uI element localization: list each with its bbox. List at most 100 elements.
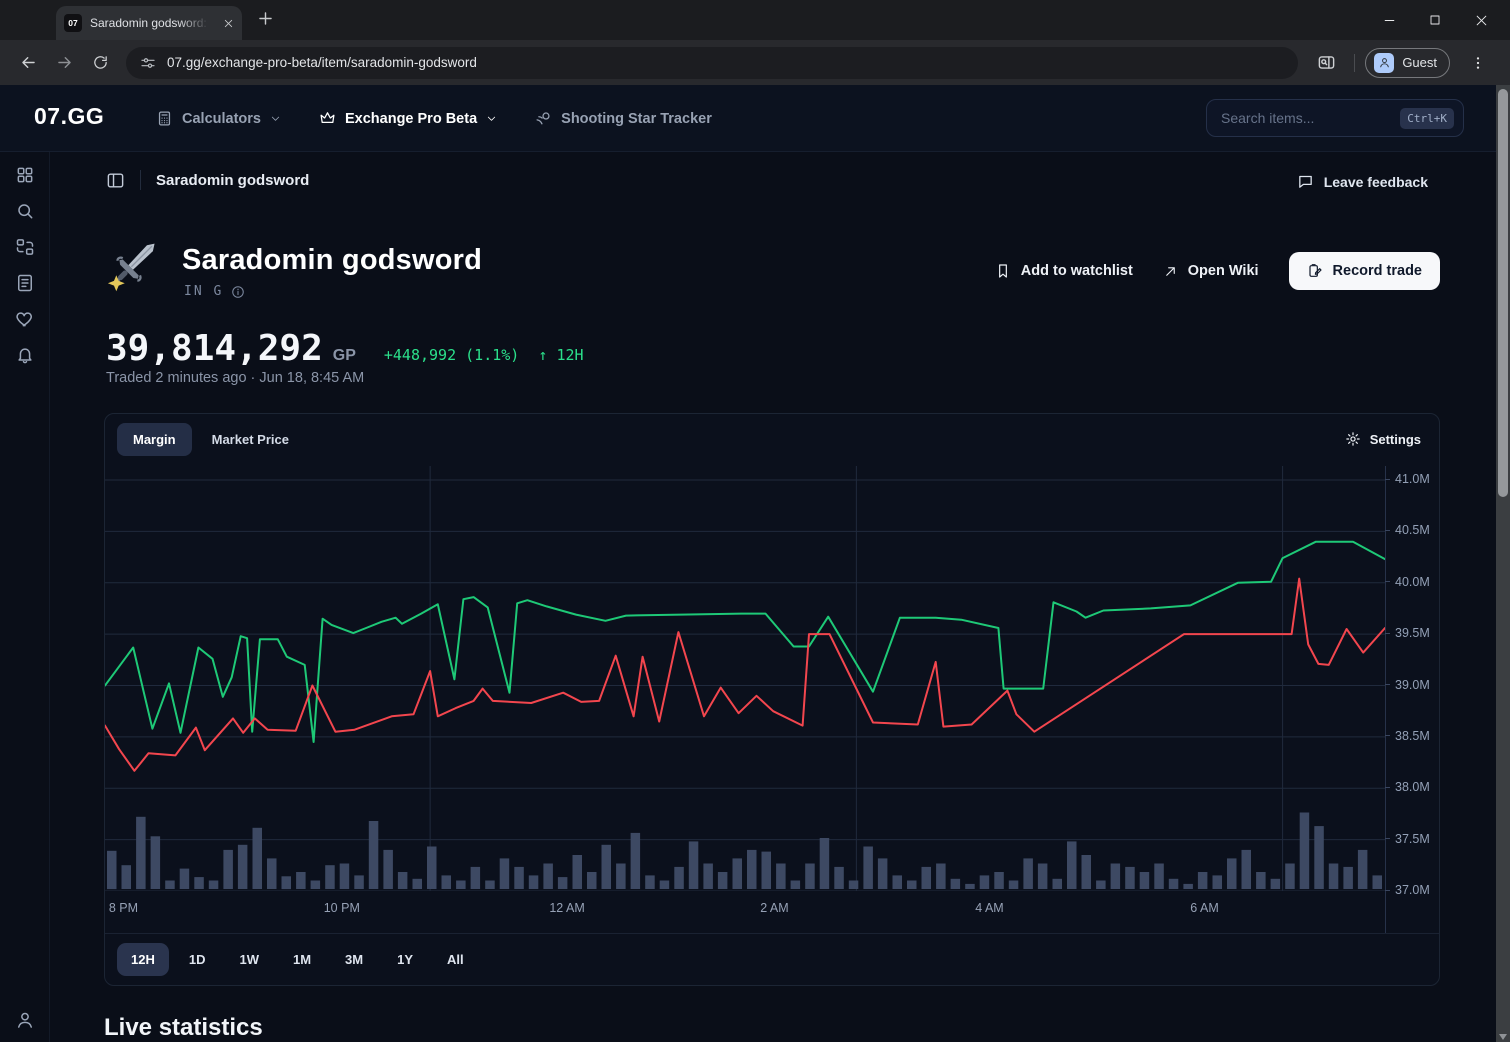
sidebar-item-watchlist[interactable] — [15, 309, 35, 329]
nav-label: Calculators — [182, 111, 261, 127]
price-change-arrow-icon: ↑ — [538, 346, 547, 364]
volume-bar — [922, 867, 932, 889]
sidebar-item-news[interactable] — [15, 273, 35, 293]
volume-bar — [427, 847, 437, 890]
tab-close-icon[interactable] — [223, 18, 234, 29]
volume-bar — [1125, 867, 1135, 889]
sidebar-item-dashboard[interactable] — [15, 165, 35, 185]
range-button-3m[interactable]: 3M — [331, 943, 377, 976]
info-icon[interactable] — [231, 285, 245, 299]
sidebar-item-compare[interactable] — [15, 237, 35, 257]
search-shortcut-badge: Ctrl+K — [1400, 108, 1454, 129]
range-button-12h[interactable]: 12H — [117, 943, 169, 976]
sidebar-item-search[interactable] — [15, 201, 35, 221]
back-button[interactable] — [13, 48, 43, 78]
nav-item-calculators[interactable]: Calculators — [156, 110, 281, 127]
range-button-1w[interactable]: 1W — [225, 943, 273, 976]
volume-bar — [1140, 872, 1150, 889]
profile-button[interactable]: Guest — [1365, 48, 1450, 78]
browser-menu-icon[interactable] — [1463, 48, 1493, 78]
y-axis-label: 40.0M — [1385, 575, 1430, 589]
browser-toolbar: 07.gg/exchange-pro-beta/item/saradomin-g… — [0, 40, 1510, 85]
volume-bar — [1213, 875, 1223, 889]
volume-bar — [1329, 864, 1339, 890]
range-button-1y[interactable]: 1Y — [383, 943, 427, 976]
volume-bar — [718, 872, 728, 889]
x-axis-label: 8 PM — [109, 901, 138, 915]
range-button-all[interactable]: All — [433, 943, 478, 976]
open-wiki-label: Open Wiki — [1188, 263, 1259, 279]
volume-bar — [194, 877, 204, 889]
y-axis-label: 38.0M — [1385, 780, 1430, 794]
range-button-1m[interactable]: 1M — [279, 943, 325, 976]
volume-bar — [980, 875, 990, 889]
new-tab-button[interactable] — [256, 9, 275, 28]
gear-icon — [1345, 431, 1361, 447]
volume-bar — [936, 864, 946, 890]
sidebar-item-profile[interactable] — [15, 1010, 35, 1030]
user-icon — [15, 1010, 35, 1030]
scrollbar-down-arrow[interactable] — [1499, 1034, 1507, 1040]
site-info-icon[interactable] — [140, 55, 156, 71]
chat-bubble-icon — [1297, 173, 1314, 190]
window-minimize-button[interactable] — [1366, 0, 1412, 40]
breadcrumb-item-name[interactable]: Saradomin godsword — [156, 172, 309, 189]
volume-bar — [398, 872, 408, 889]
live-statistics-heading: Live statistics — [104, 1014, 263, 1042]
nav-item-exchange-pro-beta[interactable]: Exchange Pro Beta — [319, 110, 497, 127]
add-to-watchlist-button[interactable]: Add to watchlist — [995, 263, 1133, 279]
volume-bar — [602, 845, 612, 889]
volume-bar — [1358, 850, 1368, 889]
search-input[interactable]: Search items... Ctrl+K — [1206, 99, 1464, 137]
site-logo[interactable]: 07.GG — [34, 103, 104, 130]
volume-bar — [325, 865, 335, 889]
record-trade-label: Record trade — [1333, 263, 1422, 279]
tab-favicon: 07 — [64, 14, 82, 32]
crown-icon — [319, 110, 336, 127]
reload-button[interactable] — [85, 48, 115, 78]
settings-button[interactable]: Settings — [1345, 431, 1421, 447]
volume-bar — [907, 881, 917, 890]
volume-bar — [500, 858, 510, 889]
tab-margin[interactable]: Margin — [117, 423, 192, 456]
time-range-bar: 12H1D1W1M3M1YAll — [105, 933, 1439, 985]
record-trade-button[interactable]: Record trade — [1289, 252, 1440, 290]
volume-bar — [151, 836, 161, 889]
panel-toggle-icon[interactable] — [106, 171, 125, 190]
volume-bar — [631, 833, 641, 889]
watchlist-label: Add to watchlist — [1021, 263, 1133, 279]
nav-item-shooting-star-tracker[interactable]: Shooting Star Tracker — [535, 110, 712, 127]
volume-bar — [456, 881, 466, 890]
tab-market-price[interactable]: Market Price — [196, 423, 305, 456]
scrollbar-thumb[interactable] — [1498, 89, 1508, 497]
sidebar — [0, 152, 50, 1042]
y-axis-label: 41.0M — [1385, 472, 1430, 486]
grid-icon — [15, 165, 35, 185]
side-panel-search-icon[interactable] — [1311, 48, 1341, 78]
window-maximize-button[interactable] — [1412, 0, 1458, 40]
volume-bar — [805, 864, 815, 890]
volume-bar — [820, 838, 830, 889]
leave-feedback-button[interactable]: Leave feedback — [1297, 173, 1428, 190]
volume-bar — [529, 875, 539, 889]
page-scrollbar[interactable] — [1496, 85, 1510, 1042]
site-header: 07.GG Calculators Exchange Pro Beta Shoo… — [0, 85, 1510, 152]
bookmark-icon — [995, 263, 1011, 279]
volume-bar — [1242, 850, 1252, 889]
range-button-1d[interactable]: 1D — [175, 943, 220, 976]
url-bar[interactable]: 07.gg/exchange-pro-beta/item/saradomin-g… — [126, 47, 1298, 79]
volume-bar — [413, 879, 423, 889]
open-wiki-button[interactable]: Open Wiki — [1163, 263, 1259, 279]
volume-bar — [311, 881, 321, 890]
browser-tab[interactable]: 07 Saradomin godsword: Live GE P — [56, 6, 242, 40]
chart-panel: Margin Market Price Settings 41.0M40.5M4… — [104, 413, 1440, 986]
sidebar-item-alerts[interactable] — [15, 345, 35, 365]
volume-bar — [762, 852, 772, 889]
forward-button[interactable] — [49, 48, 79, 78]
item-badge-text: IN G — [184, 284, 223, 299]
volume-bar — [747, 850, 757, 889]
y-axis-label: 38.5M — [1385, 729, 1430, 743]
window-close-button[interactable] — [1458, 0, 1504, 40]
price-chart[interactable] — [105, 466, 1385, 891]
volume-bar — [1300, 813, 1310, 890]
